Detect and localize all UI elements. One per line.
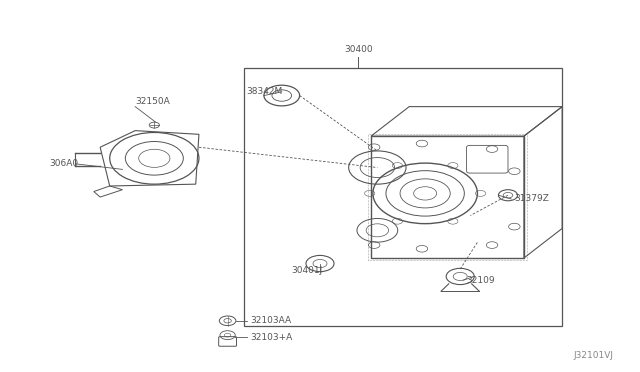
Text: 32109: 32109	[467, 276, 495, 285]
FancyBboxPatch shape	[219, 337, 237, 346]
Text: 30401J: 30401J	[291, 266, 323, 275]
Text: 32150A: 32150A	[135, 97, 170, 106]
Text: 30400: 30400	[344, 45, 372, 54]
Text: 38342M: 38342M	[246, 87, 283, 96]
Text: 31379Z: 31379Z	[515, 195, 549, 203]
Text: 32103+A: 32103+A	[250, 333, 292, 342]
Text: J32101VJ: J32101VJ	[573, 351, 613, 360]
Text: 32103AA: 32103AA	[250, 316, 291, 325]
FancyBboxPatch shape	[467, 145, 508, 173]
Text: 306A0: 306A0	[49, 159, 78, 169]
